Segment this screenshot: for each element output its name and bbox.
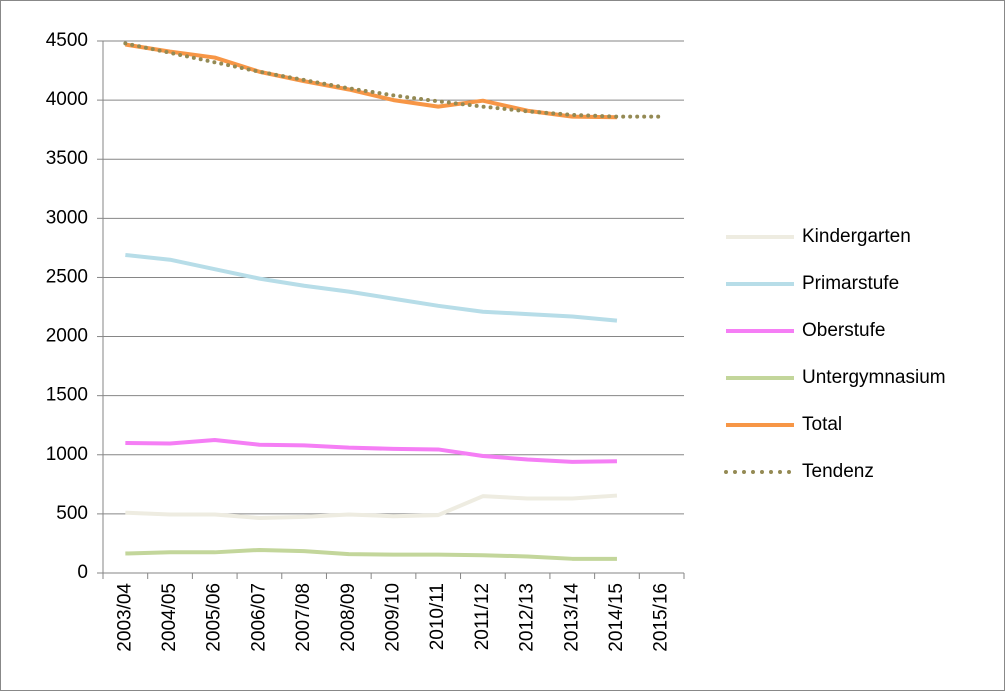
y-tick-label: 4500: [46, 30, 88, 51]
y-tick-label: 0: [77, 562, 88, 583]
y-tick-label: 4000: [46, 89, 88, 110]
series-line: [125, 547, 617, 561]
y-tick-label: 1500: [46, 385, 88, 406]
x-tick-label: 2005/06: [204, 583, 225, 652]
x-tick-label: 2004/05: [159, 583, 180, 652]
x-tick-label: 2014/15: [606, 583, 627, 652]
x-tick-label: 2008/09: [338, 583, 359, 652]
x-tick-label: 2010/11: [427, 583, 448, 650]
legend-label: Total: [802, 414, 842, 435]
series-line: [125, 42, 617, 120]
legend-label: Tendenz: [802, 461, 874, 482]
x-tick-label: 2006/07: [248, 583, 269, 652]
legend-label: Kindergarten: [802, 226, 911, 247]
series-line: [125, 438, 617, 464]
x-tick-label: 2003/04: [114, 583, 135, 652]
y-tick-label: 3500: [46, 148, 88, 169]
legend-label: Primarstufe: [802, 273, 899, 294]
y-tick-label: 2500: [46, 266, 88, 287]
y-tick-label: 500: [56, 503, 88, 524]
legend-label: Oberstufe: [802, 320, 885, 341]
x-tick-label: 2011/12: [472, 583, 493, 650]
x-tick-label: 2009/10: [383, 583, 404, 652]
legend-label: Untergymnasium: [802, 367, 946, 388]
x-tick-label: 2012/13: [517, 583, 538, 652]
y-tick-label: 3000: [46, 207, 88, 228]
x-tick-label: 2013/14: [561, 583, 582, 652]
series-line: [125, 493, 618, 521]
x-tick-label: 2015/16: [651, 583, 672, 652]
series-line: [125, 252, 618, 323]
x-tick-label: 2007/08: [293, 583, 314, 652]
y-tick-label: 2000: [46, 326, 88, 347]
y-tick-label: 1000: [46, 444, 88, 465]
series-line: [123, 41, 664, 119]
